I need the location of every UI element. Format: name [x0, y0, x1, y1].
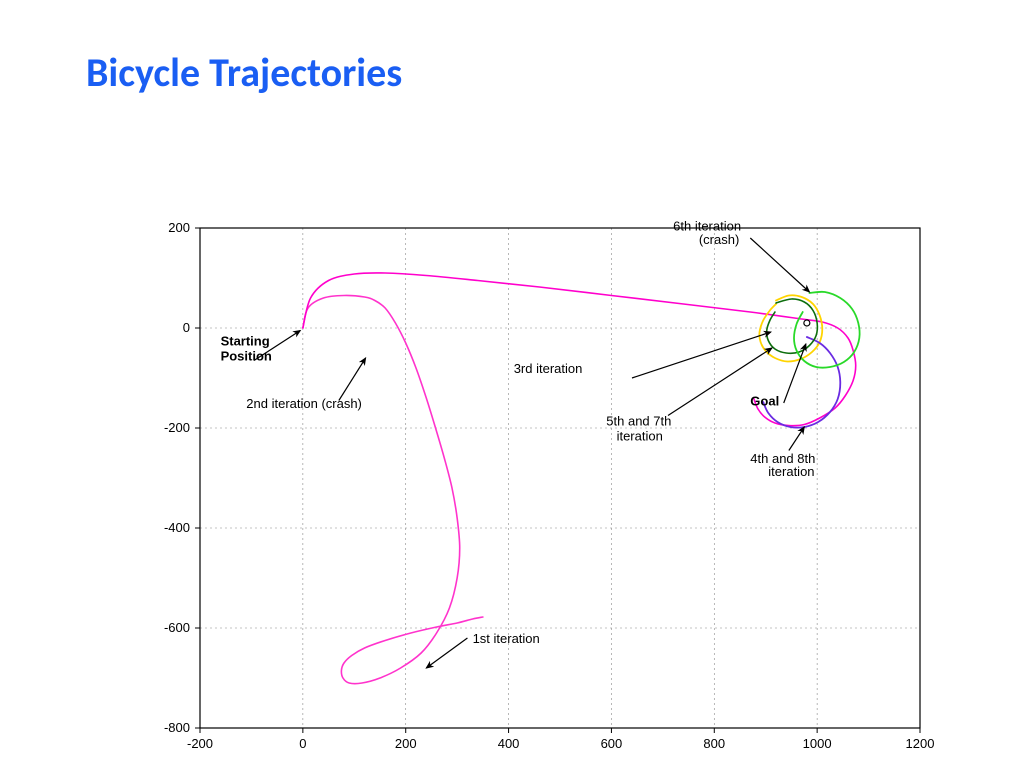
ytick-label: -600 — [164, 620, 190, 635]
trajectory-iter3 — [759, 295, 822, 361]
annotation-arrow — [789, 427, 804, 451]
annotation-starting_l2: Position — [221, 349, 272, 364]
trajectory-iter57 — [767, 299, 818, 353]
trajectory-chart: -200 0 200 400 600 800 1000 1200 -800 -600 -400 -20… — [160, 220, 940, 760]
annotation-starting_l1: Starting — [221, 334, 270, 349]
arrows-layer — [254, 238, 809, 668]
labels-layer: -200 0 200 400 600 800 1000 1200 -800 -600 -400 -20… — [164, 220, 934, 751]
trajectory-iter1 — [303, 295, 483, 683]
xtick-label: 1200 — [906, 736, 935, 751]
trajectory-iter6 — [794, 292, 860, 368]
annotation-iter6b: (crash) — [699, 232, 739, 247]
chart-svg: -200 0 200 400 600 800 1000 1200 -800 -600 -400 -20… — [160, 220, 940, 760]
xtick-label: 1000 — [803, 736, 832, 751]
ytick-label: 200 — [168, 220, 190, 235]
goal-marker — [804, 320, 810, 326]
ytick-label: -800 — [164, 720, 190, 735]
ytick-label: -400 — [164, 520, 190, 535]
annotation-iter3: 3rd iteration — [514, 361, 583, 376]
annotation-arrow — [750, 238, 809, 292]
xtick-label: -200 — [187, 736, 213, 751]
annotation-arrow — [632, 332, 771, 378]
annotation-iter57b: iteration — [617, 429, 663, 444]
annotation-iter48b: iteration — [768, 464, 814, 479]
xtick-label: 400 — [498, 736, 520, 751]
annotation-arrow — [339, 358, 366, 401]
annotation-goal: Goal — [750, 394, 779, 409]
ytick-label: 0 — [183, 320, 190, 335]
xtick-label: 0 — [299, 736, 306, 751]
annotation-iter2: 2nd iteration (crash) — [246, 396, 362, 411]
slide-title: Bicycle Trajectories — [86, 48, 402, 97]
xtick-label: 200 — [395, 736, 417, 751]
xtick-label: 600 — [601, 736, 623, 751]
xtick-label: 800 — [703, 736, 725, 751]
axes-layer — [195, 228, 920, 733]
annotation-iter1: 1st iteration — [473, 631, 540, 646]
annotation-iter57: 5th and 7th — [606, 414, 671, 429]
ytick-label: -200 — [164, 420, 190, 435]
annotation-arrow — [426, 638, 467, 668]
